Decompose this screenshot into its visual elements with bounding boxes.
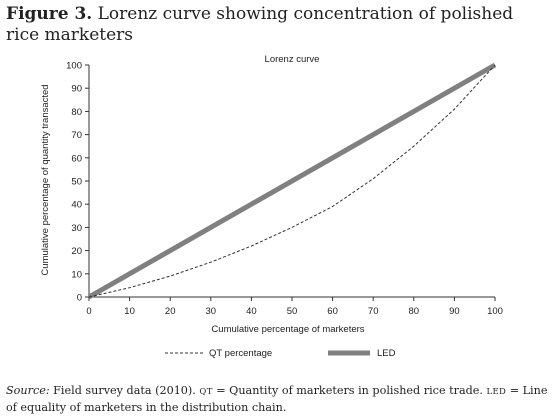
chart-title: Lorenz curve: [265, 54, 320, 65]
y-tick-label: 100: [66, 61, 82, 72]
figure-caption: Source: Field survey data (2010). QT = Q…: [6, 383, 554, 415]
x-tick-label: 30: [206, 306, 217, 317]
caption-source-label: Source:: [6, 384, 50, 397]
caption-source-text: Field survey data (2010).: [53, 384, 196, 397]
x-tick-label: 0: [86, 306, 91, 317]
x-tick-label: 80: [409, 306, 420, 317]
y-tick-label: 10: [71, 269, 82, 280]
x-tick-label: 60: [327, 306, 338, 317]
y-tick-label: 30: [71, 223, 82, 234]
x-tick-label: 10: [124, 306, 135, 317]
x-ticks: 0 10 20 30 40 50 60 70 80 90 100: [86, 297, 503, 317]
figure-title-text: Lorenz curve showing concentration of po…: [6, 4, 514, 45]
caption-qt-text: = Quantity of marketers in polished rice…: [216, 384, 483, 397]
y-tick-label: 40: [71, 200, 82, 211]
legend: QT percentage LED: [165, 348, 396, 359]
x-tick-label: 50: [287, 306, 298, 317]
y-ticks: 0 10 20 30 40 50 60 70 80 90 100: [66, 61, 89, 304]
y-tick-label: 90: [71, 84, 82, 95]
figure-number: Figure 3.: [6, 4, 93, 24]
series-line-led: [87, 62, 497, 300]
x-axis-label: Cumulative percentage of marketers: [211, 324, 364, 335]
legend-label-qt-percentage: QT percentage: [209, 348, 272, 359]
x-tick-label: 90: [449, 306, 460, 317]
legend-label-led: LED: [377, 348, 396, 359]
caption-led-abbr: LED: [486, 387, 507, 397]
y-tick-label: 60: [71, 153, 82, 164]
y-axis-label: Cumulative percentage of quantity transa…: [40, 84, 51, 275]
x-tick-label: 40: [246, 306, 257, 317]
lorenz-chart: Lorenz curve 0 10 20 30 40 50 60 70 80 90 100 0 10 2…: [40, 54, 503, 359]
x-tick-label: 20: [165, 306, 176, 317]
series-line-qt-percentage: [88, 64, 496, 298]
caption-qt-abbr: QT: [199, 387, 213, 397]
y-tick-label: 80: [71, 107, 82, 118]
y-tick-label: 50: [71, 177, 82, 188]
y-tick-label: 70: [71, 130, 82, 141]
x-tick-label: 100: [487, 306, 503, 317]
figure-title: Figure 3. Lorenz curve showing concentra…: [6, 4, 551, 46]
y-tick-label: 0: [77, 293, 82, 304]
y-tick-label: 20: [71, 246, 82, 257]
caption-led-text: = Line of equality of marketers in the d…: [6, 384, 548, 414]
x-tick-label: 70: [368, 306, 379, 317]
